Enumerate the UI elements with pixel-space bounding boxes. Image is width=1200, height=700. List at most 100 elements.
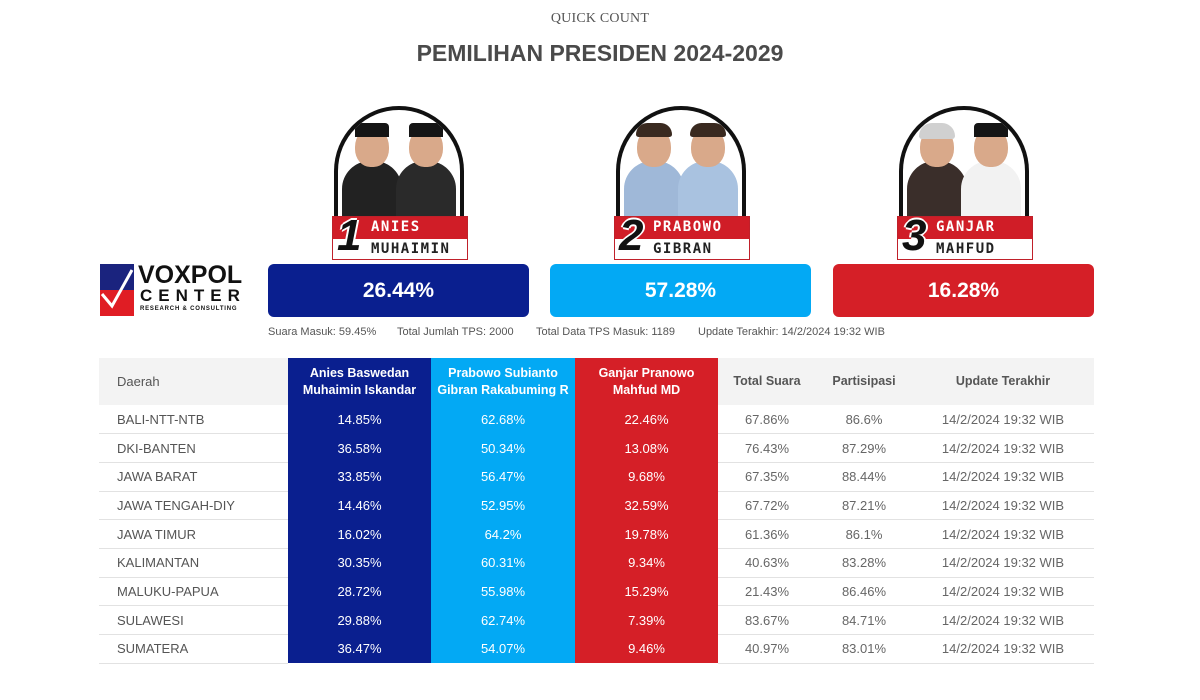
cell-partisipasi: 84.71%: [816, 605, 912, 635]
table-row: MALUKU-PAPUA 28.72% 55.98% 15.29% 21.43% 86.4…: [99, 577, 1094, 607]
cell-candidate-2: 52.95%: [431, 491, 575, 520]
suara-masuk: Suara Masuk: 59.45%: [268, 326, 377, 338]
cell-partisipasi: 83.01%: [816, 634, 912, 664]
page-subtitle: QUICK COUNT: [550, 11, 650, 26]
cell-candidate-3: 9.68%: [575, 462, 718, 492]
cell-partisipasi: 86.1%: [816, 519, 912, 549]
cell-update: 14/2/2024 19:32 WIB: [912, 491, 1094, 521]
update-terakhir: Update Terakhir: 14/2/2024 19:32 WIB: [698, 326, 885, 338]
cell-total-suara: 67.86%: [718, 405, 816, 435]
header-c2-line1: Prabowo Subianto: [448, 365, 558, 380]
candidate-card-2: 2 PRABOWO GIBRAN: [614, 104, 750, 260]
header-candidate-2: Prabowo Subianto Gibran Rakabuming R: [431, 358, 575, 405]
cell-candidate-3: 7.39%: [575, 605, 718, 635]
cell-daerah: SULAWESI: [99, 605, 288, 635]
cell-candidate-2: 62.74%: [431, 605, 575, 635]
header-total-suara: Total Suara: [718, 358, 816, 405]
cell-candidate-3: 9.46%: [575, 634, 718, 664]
candidate-banner-2: 2 PRABOWO GIBRAN: [614, 211, 750, 260]
table-row: SUMATERA 36.47% 54.07% 9.46% 40.97% 83.01% 14/…: [99, 634, 1094, 664]
cell-candidate-2: 54.07%: [431, 634, 575, 664]
cell-update: 14/2/2024 19:32 WIB: [912, 405, 1094, 435]
table-row: DKI-BANTEN 36.58% 50.34% 13.08% 76.43% 87.29%…: [99, 433, 1094, 463]
cell-candidate-2: 64.2%: [431, 519, 575, 549]
cell-candidate-1: 36.47%: [288, 634, 431, 664]
cell-daerah: JAWA TENGAH-DIY: [99, 491, 288, 521]
cell-candidate-3: 9.34%: [575, 548, 718, 578]
table-row: SULAWESI 29.88% 62.74% 7.39% 83.67% 84.71% 14/…: [99, 605, 1094, 635]
cell-daerah: MALUKU-PAPUA: [99, 577, 288, 607]
candidate-2-percent: 57.28%: [550, 264, 811, 317]
header-c2-line2: Gibran Rakabuming R: [437, 382, 569, 397]
header-update: Update Terakhir: [912, 358, 1094, 405]
cell-candidate-1: 36.58%: [288, 433, 431, 463]
table-row: JAWA BARAT 33.85% 56.47% 9.68% 67.35% 88.44% 1…: [99, 462, 1094, 492]
candidate-card-3: 3 GANJAR MAHFUD: [897, 104, 1033, 260]
cell-daerah: BALI-NTT-NTB: [99, 405, 288, 435]
cell-partisipasi: 86.46%: [816, 577, 912, 607]
cell-daerah: KALIMANTAN: [99, 548, 288, 578]
cell-candidate-1: 30.35%: [288, 548, 431, 578]
cell-candidate-2: 56.47%: [431, 462, 575, 492]
cell-total-suara: 76.43%: [718, 433, 816, 463]
cell-candidate-2: 62.68%: [431, 405, 575, 434]
voxpol-logo: VOXPOL CENTER RESEARCH & CONSULTING: [100, 261, 246, 316]
candidate-name-bottom: MAHFUD: [936, 241, 996, 257]
cell-total-suara: 61.36%: [718, 519, 816, 549]
header-c3-line1: Ganjar Pranowo: [598, 365, 695, 380]
cell-partisipasi: 87.21%: [816, 491, 912, 521]
cell-partisipasi: 86.6%: [816, 405, 912, 435]
cell-total-suara: 83.67%: [718, 605, 816, 635]
header-c1-line1: Anies Baswedan: [309, 365, 410, 380]
cell-candidate-1: 33.85%: [288, 462, 431, 492]
candidate-number: 1: [337, 211, 362, 260]
candidate-name-top: PRABOWO: [653, 219, 723, 235]
cell-update: 14/2/2024 19:32 WIB: [912, 433, 1094, 463]
logo-line-1: VOXPOL: [138, 261, 243, 289]
cell-daerah: JAWA TIMUR: [99, 519, 288, 549]
cell-total-suara: 40.63%: [718, 548, 816, 578]
table-row: JAWA TENGAH-DIY 14.46% 52.95% 32.59% 67.72% 8…: [99, 491, 1094, 521]
cell-candidate-1: 14.85%: [288, 405, 431, 434]
cell-candidate-2: 50.34%: [431, 433, 575, 463]
results-table: Daerah Anies Baswedan Muhaimin Iskandar …: [99, 358, 1094, 664]
header-c1-line2: Muhaimin Iskandar: [302, 382, 417, 397]
candidate-number: 2: [619, 211, 644, 260]
cell-partisipasi: 83.28%: [816, 548, 912, 578]
header-c3-line2: Mahfud MD: [612, 382, 681, 397]
cell-candidate-3: 13.08%: [575, 433, 718, 463]
logo-line-3: RESEARCH & CONSULTING: [140, 306, 238, 312]
cell-total-suara: 40.97%: [718, 634, 816, 664]
cell-candidate-3: 22.46%: [575, 405, 718, 434]
checkmark-logo-icon: [100, 264, 134, 316]
candidate-card-1: 1 ANIES MUHAIMIN: [332, 104, 468, 260]
page-title: PEMILIHAN PRESIDEN 2024-2029: [416, 40, 784, 66]
table-row: BALI-NTT-NTB 14.85% 62.68% 22.46% 67.86% 86.6…: [99, 405, 1094, 435]
cell-partisipasi: 87.29%: [816, 433, 912, 463]
cell-partisipasi: 88.44%: [816, 462, 912, 492]
header-daerah: Daerah: [99, 358, 288, 405]
cell-total-suara: 67.35%: [718, 462, 816, 492]
cell-candidate-3: 19.78%: [575, 519, 718, 549]
candidate-name-bottom: GIBRAN: [653, 241, 713, 257]
cell-update: 14/2/2024 19:32 WIB: [912, 577, 1094, 607]
cell-daerah: SUMATERA: [99, 634, 288, 664]
header-candidate-3: Ganjar Pranowo Mahfud MD: [575, 358, 718, 405]
cell-candidate-2: 55.98%: [431, 577, 575, 606]
cell-candidate-3: 15.29%: [575, 577, 718, 606]
cell-update: 14/2/2024 19:32 WIB: [912, 519, 1094, 549]
cell-candidate-1: 14.46%: [288, 491, 431, 520]
cell-total-suara: 21.43%: [718, 577, 816, 607]
header-candidate-1: Anies Baswedan Muhaimin Iskandar: [288, 358, 431, 405]
total-tps: Total Jumlah TPS: 2000: [397, 326, 514, 338]
table-header-row: Daerah Anies Baswedan Muhaimin Iskandar …: [99, 358, 1094, 405]
cell-update: 14/2/2024 19:32 WIB: [912, 462, 1094, 492]
tps-masuk: Total Data TPS Masuk: 1189: [536, 326, 675, 338]
candidate-banner-1: 1 ANIES MUHAIMIN: [332, 211, 468, 260]
candidate-name-bottom: MUHAIMIN: [371, 241, 451, 257]
cell-update: 14/2/2024 19:32 WIB: [912, 548, 1094, 578]
candidate-number: 3: [902, 211, 927, 260]
candidate-1-percent: 26.44%: [268, 264, 529, 317]
logo-line-2: CENTER: [140, 286, 246, 305]
cell-candidate-1: 16.02%: [288, 519, 431, 549]
